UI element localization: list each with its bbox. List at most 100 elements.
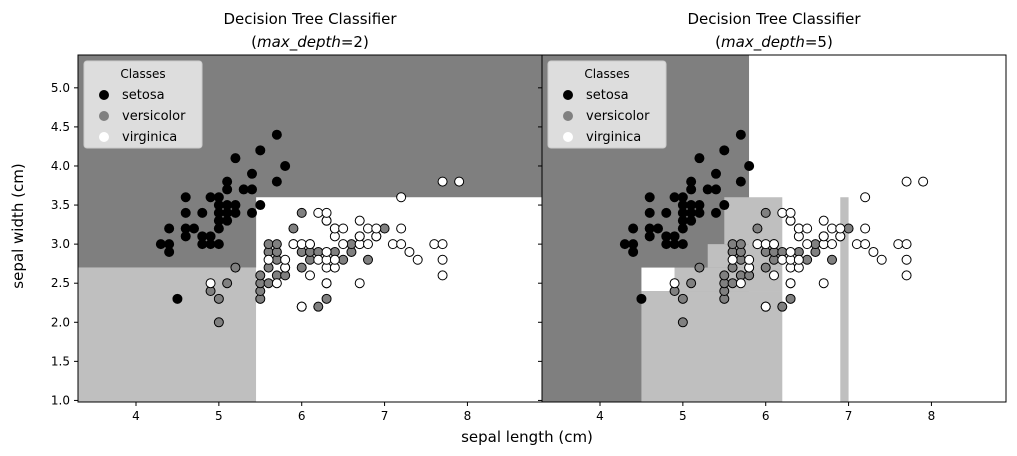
x-tick-label: 8 bbox=[464, 409, 472, 423]
data-point-virginica bbox=[313, 207, 324, 218]
x-tick-label: 5 bbox=[679, 409, 687, 423]
data-point-versicolor bbox=[735, 239, 746, 250]
data-point-versicolor bbox=[321, 293, 332, 304]
decision-region-versicolor bbox=[674, 267, 783, 292]
data-point-virginica bbox=[437, 176, 448, 187]
data-point-virginica bbox=[437, 270, 448, 281]
data-point-versicolor bbox=[263, 239, 274, 250]
data-point-virginica bbox=[321, 246, 332, 257]
decision-region-virginica bbox=[641, 267, 675, 292]
data-point-virginica bbox=[760, 239, 771, 250]
legend-marker-setosa bbox=[563, 90, 573, 100]
legend-marker-setosa bbox=[99, 90, 109, 100]
data-point-virginica bbox=[769, 239, 779, 250]
data-point-virginica bbox=[305, 270, 315, 281]
data-point-versicolor bbox=[686, 278, 697, 289]
data-point-versicolor bbox=[752, 223, 763, 234]
x-tick-label: 7 bbox=[845, 409, 853, 423]
data-point-virginica bbox=[744, 254, 755, 265]
x-tick-label: 6 bbox=[298, 409, 306, 423]
data-point-virginica bbox=[338, 239, 349, 250]
data-point-versicolor bbox=[694, 262, 705, 273]
data-point-virginica bbox=[329, 254, 340, 265]
x-tick-label: 6 bbox=[762, 409, 770, 423]
chart-subtitle: (max_depth=5) bbox=[715, 33, 833, 52]
y-tick-label: 3.0 bbox=[51, 237, 70, 251]
data-point-setosa bbox=[711, 168, 721, 179]
data-point-versicolor bbox=[338, 254, 349, 265]
data-point-versicolor bbox=[255, 270, 266, 281]
data-point-setosa bbox=[719, 200, 730, 211]
data-point-setosa bbox=[197, 207, 208, 218]
data-point-setosa bbox=[677, 192, 688, 203]
legend-label-virginica: virginica bbox=[586, 130, 641, 145]
decision-region-versicolor bbox=[724, 197, 783, 245]
data-point-setosa bbox=[271, 176, 282, 187]
x-axis-label: sepal length (cm) bbox=[461, 428, 593, 446]
legend-label-versicolor: versicolor bbox=[586, 109, 650, 124]
data-point-virginica bbox=[412, 254, 423, 265]
legend-title: Classes bbox=[120, 67, 165, 81]
data-point-setosa bbox=[164, 223, 175, 234]
data-point-virginica bbox=[396, 192, 407, 203]
legend-marker-virginica bbox=[99, 132, 109, 142]
data-point-virginica bbox=[827, 239, 837, 250]
data-point-setosa bbox=[247, 184, 257, 195]
data-point-setosa bbox=[711, 207, 721, 218]
data-point-versicolor bbox=[760, 262, 771, 273]
y-tick-label: 4.5 bbox=[51, 120, 70, 134]
legend-label-virginica: virginica bbox=[122, 130, 177, 145]
data-point-setosa bbox=[222, 176, 233, 187]
data-point-versicolor bbox=[363, 254, 373, 265]
data-point-versicolor bbox=[296, 262, 307, 273]
data-point-virginica bbox=[876, 254, 887, 265]
decision-region-versicolor bbox=[840, 197, 849, 402]
legend-box bbox=[547, 60, 667, 149]
data-point-virginica bbox=[835, 223, 846, 234]
data-point-setosa bbox=[702, 184, 713, 195]
data-point-setosa bbox=[230, 153, 241, 164]
x-tick-label: 4 bbox=[596, 409, 604, 423]
data-point-virginica bbox=[396, 223, 407, 234]
data-point-setosa bbox=[653, 223, 663, 234]
data-point-virginica bbox=[271, 278, 282, 289]
y-tick-label: 4.0 bbox=[51, 159, 70, 173]
data-point-virginica bbox=[321, 207, 332, 218]
data-point-setosa bbox=[180, 192, 191, 203]
data-point-setosa bbox=[669, 192, 680, 203]
data-point-virginica bbox=[860, 239, 871, 250]
legend: Classes setosa versicolor virginica bbox=[547, 60, 667, 149]
data-point-setosa bbox=[205, 192, 216, 203]
data-point-versicolor bbox=[843, 223, 854, 234]
x-tick-label: 4 bbox=[132, 409, 140, 423]
data-point-setosa bbox=[677, 239, 688, 250]
data-point-versicolor bbox=[213, 317, 224, 328]
data-point-versicolor bbox=[222, 278, 233, 289]
data-point-setosa bbox=[213, 192, 224, 203]
chart-subtitle: (max_depth=2) bbox=[251, 33, 369, 52]
x-tick-label: 5 bbox=[215, 409, 223, 423]
data-point-virginica bbox=[329, 223, 340, 234]
data-point-virginica bbox=[354, 231, 365, 242]
data-point-virginica bbox=[288, 239, 299, 250]
data-point-versicolor bbox=[230, 262, 241, 273]
data-point-virginica bbox=[305, 239, 315, 250]
data-point-virginica bbox=[735, 278, 746, 289]
data-point-setosa bbox=[280, 160, 291, 171]
legend-label-versicolor: versicolor bbox=[122, 109, 186, 124]
data-point-setosa bbox=[694, 153, 705, 164]
data-point-virginica bbox=[437, 254, 448, 265]
legend-box bbox=[83, 60, 203, 149]
data-point-virginica bbox=[851, 239, 862, 250]
data-point-setosa bbox=[222, 200, 233, 211]
data-point-virginica bbox=[404, 246, 415, 257]
data-point-setosa bbox=[669, 231, 680, 242]
data-point-setosa bbox=[230, 200, 241, 211]
y-tick-label: 1.0 bbox=[51, 393, 70, 407]
data-point-setosa bbox=[172, 293, 183, 304]
data-point-versicolor bbox=[777, 301, 788, 312]
data-point-virginica bbox=[727, 254, 738, 265]
data-point-virginica bbox=[280, 254, 291, 265]
legend-marker-virginica bbox=[563, 132, 573, 142]
data-point-virginica bbox=[296, 301, 307, 312]
